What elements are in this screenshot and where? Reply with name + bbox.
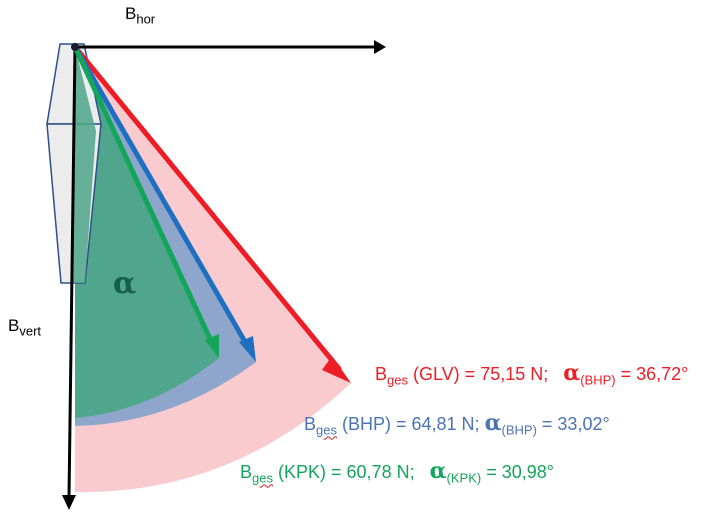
result-glv-angle: 36,72° [636, 364, 689, 384]
result-kpk-name: (KPK) [278, 462, 327, 482]
kpk-force-arrow [72, 45, 215, 345]
result-glv-alpha: α [563, 360, 581, 386]
result-kpk: Bges (KPK) = 60,78 N; α(KPK) = 30,98° [240, 458, 554, 486]
kpk-arrowhead-icon [205, 334, 219, 358]
result-bhp-base: B [304, 414, 317, 434]
kpk-sector [75, 47, 219, 418]
result-bhp-sub: ges [316, 422, 337, 438]
vertical-axis-arrowhead-icon [62, 495, 76, 510]
vertical-axis [67, 46, 77, 498]
angle-alpha-label: α [113, 266, 137, 301]
result-kpk-eq2: = [481, 462, 502, 482]
result-bhp-alpha: α [484, 410, 502, 436]
result-kpk-eq1: = [326, 462, 347, 482]
result-bhp-eq1: = [391, 414, 412, 434]
kpk-sector-overlay [72, 47, 96, 283]
result-glv-name: (GLV) [413, 364, 460, 384]
horizontal-axis-label-base: B [125, 4, 137, 23]
result-kpk-angle: 30,98° [501, 462, 554, 482]
result-glv-force: 75,15 N; [480, 364, 549, 384]
vertical-axis-label: Bvert [8, 316, 41, 338]
result-glv: Bges (GLV) = 75,15 N; α(BHP) = 36,72° [375, 360, 688, 388]
result-kpk-base: B [240, 462, 253, 482]
result-kpk-alpha: α [429, 458, 447, 484]
result-glv-eq2: = [615, 364, 637, 384]
glv-arrowhead-icon [322, 356, 351, 383]
horizontal-axis-label-sub: hor [136, 11, 156, 27]
result-glv-base: B [375, 364, 388, 384]
pivot-point [71, 43, 79, 51]
vertical-axis-label-sub: vert [19, 323, 42, 339]
bhp-arrowhead-icon [239, 336, 256, 362]
vertical-axis-label-base: B [8, 316, 20, 335]
bhp-force-arrow [72, 45, 251, 349]
result-bhp-name: (BHP) [342, 414, 391, 434]
result-kpk-sub: ges [252, 470, 273, 486]
glv-force-arrow [73, 45, 342, 372]
result-bhp-eq2: = [536, 414, 558, 434]
result-bhp-alpha-sub: (BHP) [501, 422, 537, 438]
result-glv-alpha-sub: (BHP) [580, 372, 616, 388]
result-bhp: Bges (BHP) = 64,81 N; α(BHP) = 33,02° [304, 410, 610, 438]
result-kpk-force: 60,78 N; [346, 462, 415, 482]
horizontal-axis-label: Bhor [125, 4, 155, 26]
horizontal-axis-arrowhead-icon [374, 40, 386, 54]
result-glv-eq1: = [459, 364, 481, 384]
result-glv-sub: ges [387, 372, 408, 388]
result-kpk-alpha-sub: (KPK) [446, 470, 482, 486]
result-bhp-force: 64,81 N; [411, 414, 480, 434]
result-bhp-angle: 33,02° [557, 414, 610, 434]
